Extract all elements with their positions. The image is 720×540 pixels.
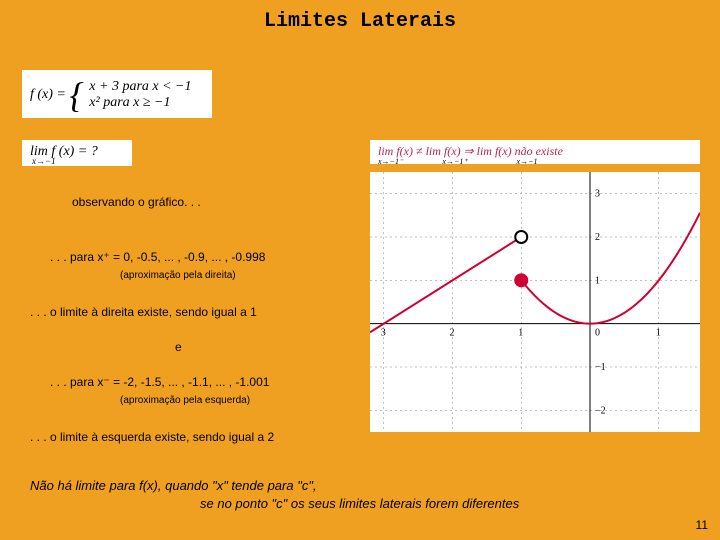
svg-text:2: 2 xyxy=(450,328,455,339)
formula-limit-question: lim f (x) = ? x→−1 xyxy=(22,140,132,166)
svg-text:−1: −1 xyxy=(595,362,606,373)
brace-icon: { xyxy=(69,74,83,116)
piece-1: x + 3 para x < −1 xyxy=(89,79,191,95)
lim-sub-m: x→−1⁺ xyxy=(420,157,490,166)
page-title: Limites Laterais xyxy=(0,0,720,33)
lim-neq-text: lim f(x) ≠ lim f(x) ⇒ lim f(x) não exist… xyxy=(378,144,563,158)
text-xminus: . . . para x⁻ = -2, -1.5, ... , -1.1, ..… xyxy=(50,375,269,389)
text-limit-left: . . . o limite à esquerda existe, sendo … xyxy=(30,430,274,444)
text-xplus: . . . para x⁺ = 0, -0.5, ... , -0.9, ...… xyxy=(50,250,265,264)
svg-text:1: 1 xyxy=(656,328,661,339)
lim-sub-r: x→−1 xyxy=(492,157,562,166)
piece-2: x² para x ≥ −1 xyxy=(89,95,191,111)
svg-text:1: 1 xyxy=(518,328,523,339)
chart-svg: 3 2 1 1 −2 −1 1 2 3 0 xyxy=(370,172,700,432)
svg-text:1: 1 xyxy=(595,275,600,286)
text-approx-right: (aproximação pela direita) xyxy=(120,270,236,281)
text-approx-left: (aproximação pela esquerda) xyxy=(120,395,250,406)
formula-piecewise: f (x) = { x + 3 para x < −1 x² para x ≥ … xyxy=(22,70,212,118)
graph-chart: 3 2 1 1 −2 −1 1 2 3 0 xyxy=(370,172,700,432)
svg-text:3: 3 xyxy=(595,189,600,200)
f-lhs: f (x) = xyxy=(30,87,66,102)
text-limit-right: . . . o limite à direita existe, sendo i… xyxy=(30,305,257,319)
lim-sub-l: x→−1⁻ xyxy=(378,157,418,166)
text-e: e xyxy=(175,340,182,354)
footer-line1: Não há limite para f(x), quando "x" tend… xyxy=(30,478,317,493)
svg-text:3: 3 xyxy=(381,328,386,339)
svg-text:2: 2 xyxy=(595,232,600,243)
footer-line2: se no ponto "c" os seus limites laterais… xyxy=(200,496,519,511)
svg-text:−2: −2 xyxy=(595,405,606,416)
page-number: 11 xyxy=(696,518,708,532)
text-observando: observando o gráfico. . . xyxy=(72,195,201,209)
formula-limit-neq: lim f(x) ≠ lim f(x) ⇒ lim f(x) não exist… xyxy=(370,140,700,164)
svg-text:0: 0 xyxy=(595,328,600,339)
